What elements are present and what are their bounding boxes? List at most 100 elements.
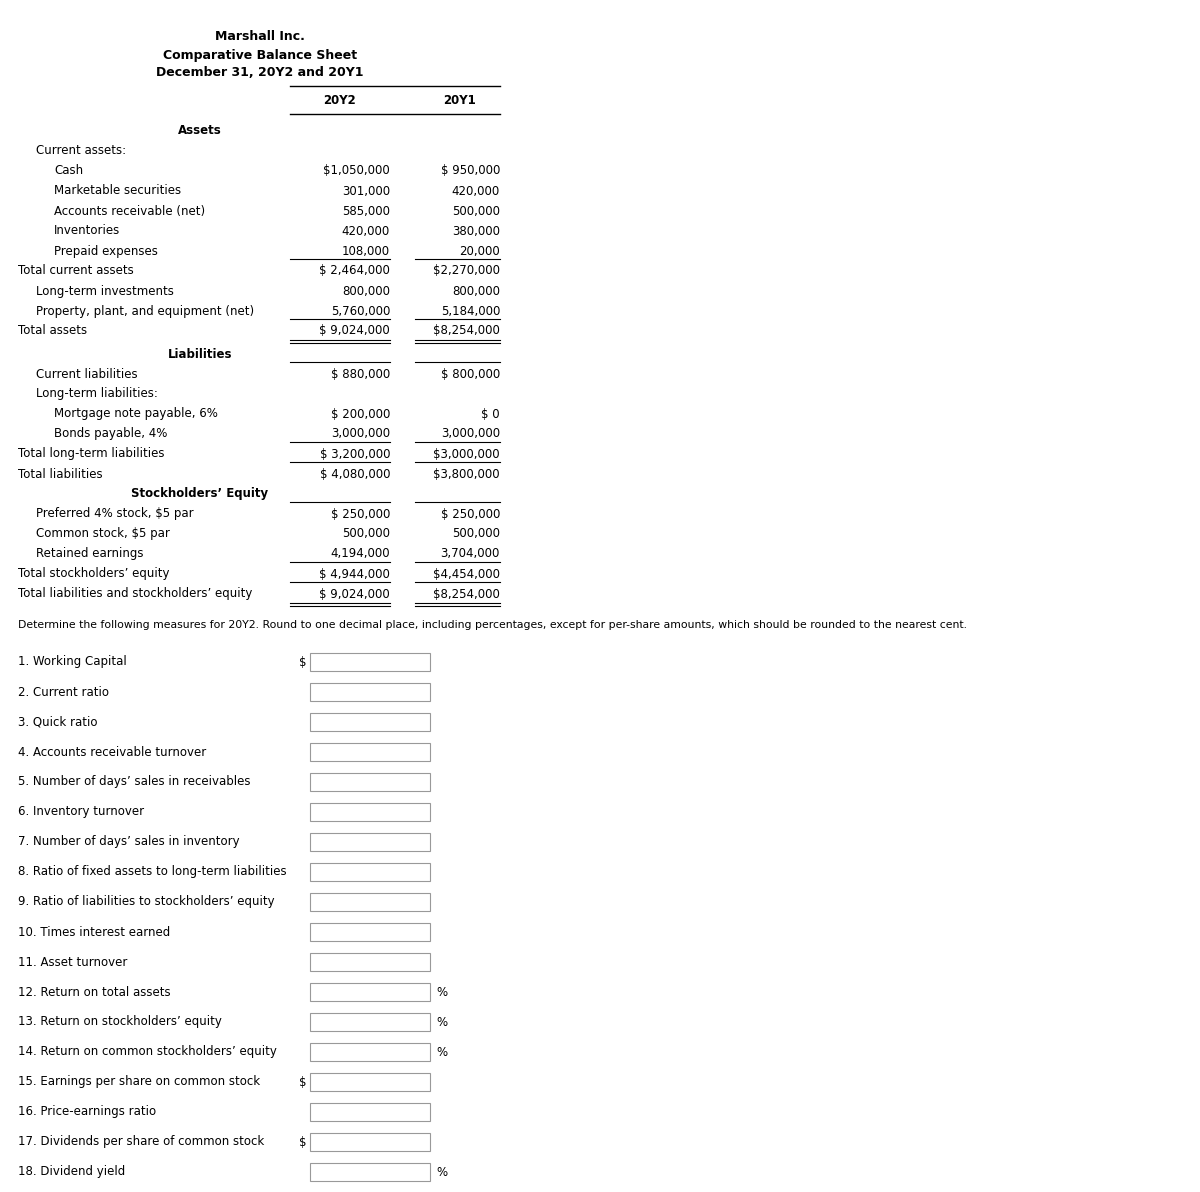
- Text: $ 2,464,000: $ 2,464,000: [319, 265, 390, 278]
- FancyBboxPatch shape: [310, 983, 430, 1001]
- Text: Total assets: Total assets: [18, 324, 88, 337]
- Text: $ 800,000: $ 800,000: [440, 367, 500, 380]
- Text: 5. Number of days’ sales in receivables: 5. Number of days’ sales in receivables: [18, 776, 251, 788]
- Text: Total long-term liabilities: Total long-term liabilities: [18, 447, 164, 460]
- Text: Stockholders’ Equity: Stockholders’ Equity: [132, 488, 269, 501]
- Text: 11. Asset turnover: 11. Asset turnover: [18, 956, 127, 968]
- FancyBboxPatch shape: [310, 1134, 430, 1151]
- Text: $ 250,000: $ 250,000: [440, 508, 500, 521]
- Text: $ 0: $ 0: [481, 408, 500, 421]
- Text: Current liabilities: Current liabilities: [36, 367, 138, 380]
- Text: $2,270,000: $2,270,000: [433, 265, 500, 278]
- FancyBboxPatch shape: [310, 653, 430, 671]
- Text: Accounts receivable (net): Accounts receivable (net): [54, 205, 205, 217]
- Text: 3,704,000: 3,704,000: [440, 547, 500, 560]
- Text: $ 250,000: $ 250,000: [331, 508, 390, 521]
- Text: Total liabilities and stockholders’ equity: Total liabilities and stockholders’ equi…: [18, 588, 252, 601]
- FancyBboxPatch shape: [310, 833, 430, 851]
- Text: 20,000: 20,000: [460, 244, 500, 257]
- FancyBboxPatch shape: [310, 893, 430, 911]
- FancyBboxPatch shape: [310, 803, 430, 821]
- Text: $ 3,200,000: $ 3,200,000: [319, 447, 390, 460]
- Text: $: $: [300, 1136, 307, 1149]
- Text: 108,000: 108,000: [342, 244, 390, 257]
- Text: 18. Dividend yield: 18. Dividend yield: [18, 1166, 125, 1179]
- Text: Inventories: Inventories: [54, 224, 120, 237]
- Text: 3,000,000: 3,000,000: [331, 428, 390, 441]
- Text: Assets: Assets: [178, 124, 222, 137]
- Text: 3,000,000: 3,000,000: [440, 428, 500, 441]
- FancyBboxPatch shape: [310, 1043, 430, 1061]
- Text: Total stockholders’ equity: Total stockholders’ equity: [18, 567, 169, 581]
- Text: $ 9,024,000: $ 9,024,000: [319, 588, 390, 601]
- Text: Marshall Inc.: Marshall Inc.: [215, 31, 305, 43]
- Text: Mortgage note payable, 6%: Mortgage note payable, 6%: [54, 408, 218, 421]
- Text: 4,194,000: 4,194,000: [330, 547, 390, 560]
- FancyBboxPatch shape: [310, 923, 430, 940]
- Text: December 31, 20Y2 and 20Y1: December 31, 20Y2 and 20Y1: [156, 67, 364, 80]
- FancyBboxPatch shape: [310, 1163, 430, 1181]
- Text: $3,800,000: $3,800,000: [433, 467, 500, 480]
- Text: 12. Return on total assets: 12. Return on total assets: [18, 986, 170, 999]
- Text: 14. Return on common stockholders’ equity: 14. Return on common stockholders’ equit…: [18, 1045, 277, 1058]
- FancyBboxPatch shape: [310, 743, 430, 760]
- Text: 420,000: 420,000: [451, 185, 500, 198]
- Text: Long-term liabilities:: Long-term liabilities:: [36, 387, 158, 401]
- Text: Common stock, $5 par: Common stock, $5 par: [36, 528, 170, 540]
- Text: $: $: [300, 1075, 307, 1088]
- Text: %: %: [436, 1016, 448, 1029]
- Text: 7. Number of days’ sales in inventory: 7. Number of days’ sales in inventory: [18, 836, 240, 849]
- Text: $: $: [300, 656, 307, 669]
- FancyBboxPatch shape: [310, 1013, 430, 1031]
- Text: 13. Return on stockholders’ equity: 13. Return on stockholders’ equity: [18, 1016, 222, 1029]
- FancyBboxPatch shape: [310, 952, 430, 971]
- Text: Bonds payable, 4%: Bonds payable, 4%: [54, 428, 167, 441]
- Text: Determine the following measures for 20Y2. Round to one decimal place, including: Determine the following measures for 20Y…: [18, 620, 967, 631]
- Text: 20Y1: 20Y1: [444, 93, 476, 106]
- Text: 15. Earnings per share on common stock: 15. Earnings per share on common stock: [18, 1075, 260, 1088]
- Text: 500,000: 500,000: [452, 528, 500, 540]
- Text: Cash: Cash: [54, 164, 83, 178]
- Text: Liabilities: Liabilities: [168, 348, 233, 360]
- Text: $ 950,000: $ 950,000: [440, 164, 500, 178]
- FancyBboxPatch shape: [310, 713, 430, 731]
- Text: %: %: [436, 986, 448, 999]
- Text: 380,000: 380,000: [452, 224, 500, 237]
- Text: $8,254,000: $8,254,000: [433, 588, 500, 601]
- Text: 5,184,000: 5,184,000: [440, 304, 500, 317]
- Text: Prepaid expenses: Prepaid expenses: [54, 244, 158, 257]
- Text: Current assets:: Current assets:: [36, 144, 126, 157]
- Text: Property, plant, and equipment (net): Property, plant, and equipment (net): [36, 304, 254, 317]
- Text: %: %: [436, 1045, 448, 1058]
- Text: 6. Inventory turnover: 6. Inventory turnover: [18, 806, 144, 819]
- Text: $ 880,000: $ 880,000: [331, 367, 390, 380]
- Text: 800,000: 800,000: [342, 285, 390, 298]
- Text: Retained earnings: Retained earnings: [36, 547, 144, 560]
- Text: 20Y2: 20Y2: [324, 93, 356, 106]
- Text: $8,254,000: $8,254,000: [433, 324, 500, 337]
- Text: 500,000: 500,000: [342, 528, 390, 540]
- Text: $4,454,000: $4,454,000: [433, 567, 500, 581]
- Text: 17. Dividends per share of common stock: 17. Dividends per share of common stock: [18, 1136, 264, 1149]
- Text: 9. Ratio of liabilities to stockholders’ equity: 9. Ratio of liabilities to stockholders’…: [18, 895, 275, 908]
- Text: Preferred 4% stock, $5 par: Preferred 4% stock, $5 par: [36, 508, 193, 521]
- Text: $ 4,080,000: $ 4,080,000: [319, 467, 390, 480]
- Text: 800,000: 800,000: [452, 285, 500, 298]
- Text: Total liabilities: Total liabilities: [18, 467, 103, 480]
- Text: 4. Accounts receivable turnover: 4. Accounts receivable turnover: [18, 745, 206, 758]
- Text: Marketable securities: Marketable securities: [54, 185, 181, 198]
- Text: 16. Price-earnings ratio: 16. Price-earnings ratio: [18, 1105, 156, 1118]
- Text: 5,760,000: 5,760,000: [331, 304, 390, 317]
- FancyBboxPatch shape: [310, 1073, 430, 1091]
- Text: $ 4,944,000: $ 4,944,000: [319, 567, 390, 581]
- Text: 10. Times interest earned: 10. Times interest earned: [18, 925, 170, 938]
- Text: 8. Ratio of fixed assets to long-term liabilities: 8. Ratio of fixed assets to long-term li…: [18, 865, 287, 879]
- Text: $3,000,000: $3,000,000: [433, 447, 500, 460]
- FancyBboxPatch shape: [310, 1103, 430, 1120]
- Text: 301,000: 301,000: [342, 185, 390, 198]
- Text: 420,000: 420,000: [342, 224, 390, 237]
- FancyBboxPatch shape: [310, 863, 430, 881]
- FancyBboxPatch shape: [310, 683, 430, 701]
- Text: 1. Working Capital: 1. Working Capital: [18, 656, 127, 669]
- Text: 500,000: 500,000: [452, 205, 500, 217]
